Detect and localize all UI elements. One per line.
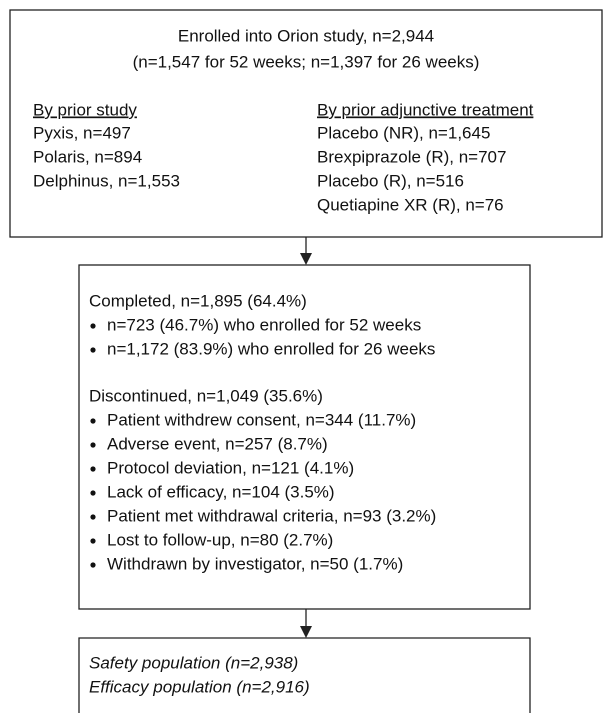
- list-item: Efficacy population (n=2,916): [89, 677, 310, 696]
- population-box: [78, 637, 531, 713]
- title: Enrolled into Orion study, n=2,944: [178, 26, 434, 45]
- bullet-item: n=1,172 (83.9%) who enrolled for 26 week…: [107, 339, 435, 358]
- section-heading: Discontinued, n=1,049 (35.6%): [89, 386, 323, 405]
- column-heading: By prior adjunctive treatment: [317, 100, 534, 119]
- arrow-head: [300, 253, 312, 265]
- bullet: [90, 490, 96, 496]
- arrow-head: [300, 626, 312, 638]
- bullet-item: Protocol deviation, n=121 (4.1%): [107, 458, 354, 477]
- list-item: Placebo (R), n=516: [317, 171, 464, 190]
- section-heading: Completed, n=1,895 (64.4%): [89, 291, 307, 310]
- outcome-box: [78, 264, 531, 610]
- subtitle: (n=1,547 for 52 weeks; n=1,397 for 26 we…: [133, 52, 480, 71]
- list-item: Polaris, n=894: [33, 147, 142, 166]
- bullet-item: Withdrawn by investigator, n=50 (1.7%): [107, 554, 403, 573]
- bullet: [90, 418, 96, 424]
- bullet-item: Patient met withdrawal criteria, n=93 (3…: [107, 506, 436, 525]
- list-item: Safety population (n=2,938): [89, 653, 298, 672]
- bullet: [90, 538, 96, 544]
- column-heading: By prior study: [33, 100, 137, 119]
- list-item: Placebo (NR), n=1,645: [317, 123, 490, 142]
- bullet: [90, 562, 96, 568]
- bullet-item: Lack of efficacy, n=104 (3.5%): [107, 482, 335, 501]
- list-item: Quetiapine XR (R), n=76: [317, 195, 504, 214]
- bullet: [90, 442, 96, 448]
- bullet-item: Adverse event, n=257 (8.7%): [107, 434, 328, 453]
- bullet-item: n=723 (46.7%) who enrolled for 52 weeks: [107, 315, 421, 334]
- list-item: Delphinus, n=1,553: [33, 171, 180, 190]
- bullet: [90, 466, 96, 472]
- bullet: [90, 323, 96, 329]
- bullet: [90, 347, 96, 353]
- list-item: Pyxis, n=497: [33, 123, 131, 142]
- bullet: [90, 514, 96, 520]
- bullet-item: Lost to follow-up, n=80 (2.7%): [107, 530, 333, 549]
- bullet-item: Patient withdrew consent, n=344 (11.7%): [107, 410, 416, 429]
- list-item: Brexpiprazole (R), n=707: [317, 147, 506, 166]
